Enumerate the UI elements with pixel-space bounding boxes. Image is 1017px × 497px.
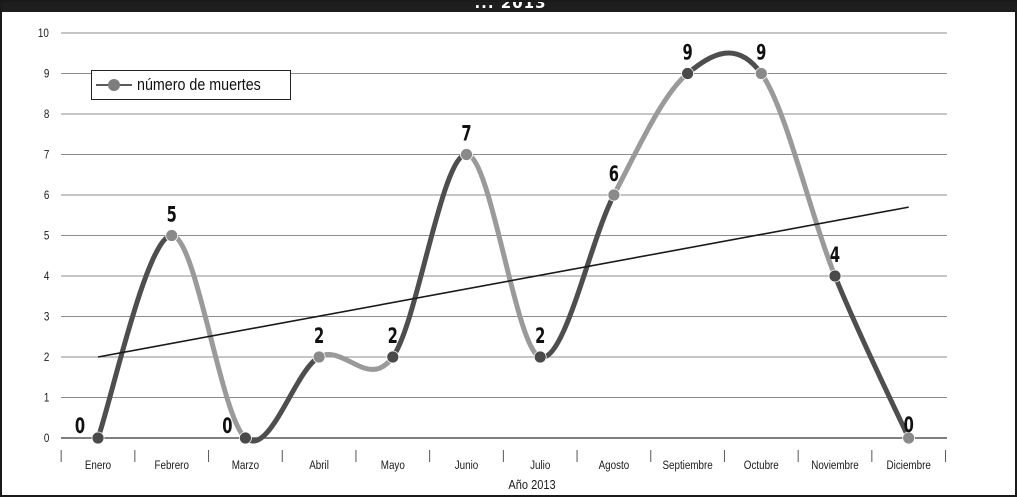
data-label: 0 xyxy=(904,413,914,437)
x-tick-label: Junio xyxy=(455,459,479,472)
data-point xyxy=(238,431,252,445)
data-point xyxy=(902,431,916,445)
x-tick-label: Mayo xyxy=(381,459,405,472)
series-segment xyxy=(611,71,691,198)
x-tick-label: Agosto xyxy=(599,459,630,472)
data-point xyxy=(165,229,179,242)
x-tick-label: Febrero xyxy=(154,459,188,472)
y-tick-label: 3 xyxy=(44,311,49,324)
y-tick-label: 8 xyxy=(44,108,49,121)
data-label: 2 xyxy=(314,324,324,348)
legend-marker-icon xyxy=(96,79,132,91)
data-point xyxy=(754,67,768,80)
data-point xyxy=(386,350,400,364)
data-point xyxy=(460,148,473,161)
x-tick-label: Noviembre xyxy=(811,459,859,472)
x-tick-label: Marzo xyxy=(232,459,259,472)
legend: número de muertes xyxy=(91,70,292,100)
x-tick-label: Julio xyxy=(530,459,550,472)
data-label: 2 xyxy=(388,324,398,348)
data-label: 6 xyxy=(609,162,619,186)
data-label: 0 xyxy=(75,414,85,438)
data-point xyxy=(681,67,694,80)
x-axis-title: Año 2013 xyxy=(508,477,556,492)
data-point xyxy=(533,350,547,364)
x-tick-label: Diciembre xyxy=(887,459,931,472)
y-tick-label: 6 xyxy=(44,189,49,202)
y-tick-label: 1 xyxy=(44,392,49,405)
data-label: 9 xyxy=(756,41,766,65)
x-tick-label: Septiembre xyxy=(662,459,712,472)
y-tick-label: 7 xyxy=(44,149,49,162)
y-tick-label: 2 xyxy=(44,351,49,364)
data-label: 7 xyxy=(461,122,471,146)
data-label: 0 xyxy=(222,414,232,438)
data-point xyxy=(91,431,105,445)
y-tick-label: 0 xyxy=(44,432,49,445)
legend-label: número de muertes xyxy=(137,75,261,94)
data-label: 2 xyxy=(535,324,545,348)
title-bar: ... 2013 xyxy=(2,2,1017,12)
data-point xyxy=(312,350,326,364)
data-label: 9 xyxy=(682,41,692,65)
x-tick-label: Enero xyxy=(85,459,111,472)
series-segment xyxy=(242,354,322,444)
series-segment xyxy=(832,273,912,441)
series-line xyxy=(95,50,912,444)
series-segment xyxy=(390,152,469,360)
data-label: 5 xyxy=(167,203,177,227)
series-segment xyxy=(464,152,543,360)
series-segment xyxy=(316,352,396,372)
data-label: 4 xyxy=(830,243,840,267)
x-tick-label: Octubre xyxy=(744,459,779,472)
data-point xyxy=(828,269,842,283)
y-tick-label: 10 xyxy=(38,27,49,40)
series-segment xyxy=(758,71,838,279)
trendline xyxy=(97,206,909,358)
chart-title: ... 2013 xyxy=(474,2,547,12)
y-tick-label: 5 xyxy=(44,230,49,243)
series-segment xyxy=(95,233,175,441)
series-segment xyxy=(685,50,764,76)
data-point xyxy=(607,188,621,202)
series-segment xyxy=(537,192,617,360)
series-segment xyxy=(169,233,248,441)
x-tick-label: Abril xyxy=(309,459,329,472)
y-tick-label: 9 xyxy=(44,68,49,81)
y-tick-label: 4 xyxy=(44,270,49,283)
